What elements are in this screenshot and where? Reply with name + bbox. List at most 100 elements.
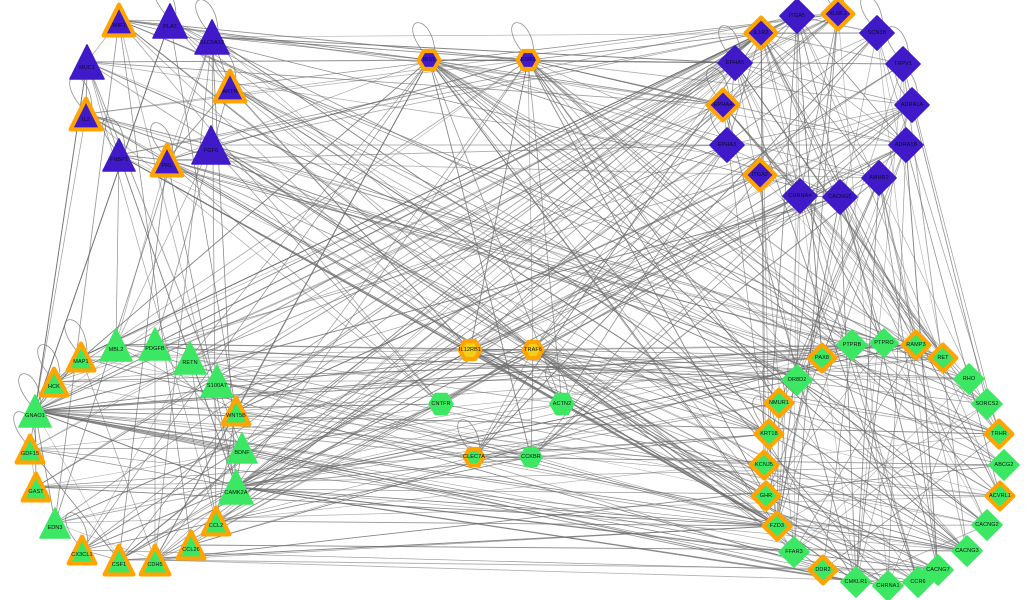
graph-node-cacng3[interactable]: CACNG3 <box>951 535 983 567</box>
graph-node-ddr2[interactable]: DDR2 <box>807 554 839 586</box>
graph-node-traf6[interactable]: TRAF6 <box>521 338 545 362</box>
graph-node-wnt5b[interactable]: WNT5B <box>220 395 252 427</box>
graph-node-ccl26[interactable]: CCL26 <box>175 529 207 561</box>
graph-node-ghr[interactable]: GHR <box>750 480 782 512</box>
graph-node-trhr[interactable]: TRHR <box>983 418 1015 450</box>
graph-edge <box>80 356 156 561</box>
self-loop-edge <box>155 0 177 16</box>
graph-node-cckbr[interactable]: CCKBR <box>519 445 543 469</box>
graph-edge <box>561 403 919 583</box>
graph-node-amhr2[interactable]: AMHR2 <box>861 160 897 196</box>
graph-node-adra1b[interactable]: ADRA1B <box>888 127 924 163</box>
graph-edge <box>527 59 913 106</box>
graph-node-actn2[interactable]: ACTN2 <box>549 391 575 417</box>
graph-node-irs1[interactable]: IRS1 <box>416 47 442 73</box>
graph-node-muc1[interactable]: MUC1 <box>69 44 105 80</box>
graph-edge <box>154 410 237 561</box>
graph-node-camk2a[interactable]: CAMK2A <box>218 469 254 505</box>
graph-node-fgf6[interactable]: FGF6 <box>191 125 231 165</box>
graph-edge <box>215 433 1000 522</box>
graph-node-ffar3[interactable]: FFAR3 <box>778 536 810 568</box>
graph-node-trpv1[interactable]: TRPV1 <box>885 46 921 82</box>
graph-edge <box>473 349 534 458</box>
graph-node-ccr6[interactable]: CCR6 <box>902 566 934 598</box>
graph-edge <box>115 159 168 346</box>
graph-node-plat[interactable]: PLAT <box>152 3 188 39</box>
graph-node-epha4[interactable]: EPHA4 <box>705 87 741 123</box>
graph-edge <box>734 62 907 146</box>
graph-node-gast[interactable]: GAST <box>20 471 52 503</box>
graph-edge <box>527 59 563 405</box>
graph-edge <box>154 15 798 345</box>
graph-edge <box>211 36 217 522</box>
graph-node-klrf1[interactable]: KLRF1 <box>820 0 856 32</box>
graph-node-epha3[interactable]: EPHA3 <box>709 127 745 163</box>
graph-node-itga2[interactable]: ITGA2 <box>742 157 778 193</box>
graph-edge <box>29 448 778 527</box>
graph-node-cdh5[interactable]: CDH5 <box>138 543 172 577</box>
graph-node-cx3cl1[interactable]: CX3CL1 <box>66 534 98 566</box>
graph-node-prl[interactable]: PRL <box>149 142 185 178</box>
graph-edge <box>54 36 213 524</box>
graph-node-nmur1[interactable]: NMUR1 <box>763 387 795 419</box>
graph-node-gnao1[interactable]: GNAO1 <box>18 394 52 428</box>
graph-edge <box>527 59 534 351</box>
graph-node-cacng5[interactable]: CACNG5 <box>822 179 858 215</box>
graph-edge <box>216 344 917 382</box>
graph-node-itga5[interactable]: ITGA5 <box>779 0 815 34</box>
graph-edge <box>210 144 442 405</box>
graph-edge <box>428 59 532 458</box>
graph-edge <box>532 196 841 351</box>
graph-node-epha5[interactable]: EPHA5 <box>717 45 753 81</box>
graph-node-esr2[interactable]: ESR2 <box>515 47 541 73</box>
graph-node-il2[interactable]: IL2 <box>68 96 104 132</box>
graph-edge <box>776 525 857 583</box>
graph-node-cntfr[interactable]: CNTFR <box>428 391 454 417</box>
graph-node-cmklr1[interactable]: CMKLR1 <box>840 566 872 598</box>
self-loop-edge <box>545 366 569 399</box>
graph-node-sorcs2[interactable]: SORCS2 <box>971 388 1003 420</box>
graph-node-bdnf[interactable]: BDNF <box>226 432 258 464</box>
graph-node-kcnj5[interactable]: KCNJ5 <box>748 449 780 481</box>
graph-node-ptpro[interactable]: PTPRO <box>869 328 899 358</box>
graph-edge <box>796 63 904 381</box>
graph-node-krt18[interactable]: KRT18 <box>753 418 785 450</box>
graph-node-abcg2[interactable]: ABCG2 <box>988 449 1020 481</box>
graph-node-wif1[interactable]: WIF1 <box>101 2 137 38</box>
graph-node-mbl2[interactable]: MBL2 <box>99 328 133 362</box>
graph-edge <box>469 349 770 435</box>
graph-edge <box>216 380 824 571</box>
graph-node-clec7a[interactable]: CLEC7A <box>462 445 486 469</box>
graph-node-csf1[interactable]: CSF1 <box>102 543 136 577</box>
graph-edge <box>527 59 857 583</box>
graph-edge <box>54 379 798 524</box>
graph-node-fnbp1[interactable]: FNBP1 <box>102 138 136 172</box>
graph-node-s100a7[interactable]: S100A7 <box>200 364 234 398</box>
graph-edge <box>154 559 939 571</box>
graph-edge <box>722 104 970 380</box>
graph-edge <box>216 196 841 382</box>
graph-edge <box>902 63 1000 435</box>
graph-edge <box>235 486 968 552</box>
graph-node-ptprb[interactable]: PTPRB <box>836 329 868 361</box>
graph-edge <box>796 15 823 359</box>
graph-node-artn[interactable]: ARTN <box>212 68 248 104</box>
graph-node-chrna4[interactable]: CHRNA4 <box>782 178 818 214</box>
graph-node-chrna1[interactable]: CHRNA1 <box>872 570 904 600</box>
graph-edge <box>54 32 762 524</box>
graph-node-adra1a[interactable]: ADRA1A <box>894 87 930 123</box>
graph-node-slc6a12[interactable]: SLC6A12 <box>194 19 230 55</box>
self-loop-edge <box>860 0 884 28</box>
graph-edge <box>166 144 728 161</box>
graph-node-acvrl1[interactable]: ACVRL1 <box>984 480 1016 512</box>
graph-edge <box>760 32 907 146</box>
graph-node-gdf15[interactable]: GDF15 <box>14 433 46 465</box>
graph-edge <box>793 15 798 553</box>
graph-edge <box>154 559 919 583</box>
graph-edge <box>166 159 442 405</box>
graph-node-il12rb1[interactable]: IL12RB1 <box>457 337 483 363</box>
graph-edge <box>34 410 237 488</box>
graph-edge <box>428 59 917 346</box>
graph-node-pdgfb[interactable]: PDGFB <box>138 327 172 361</box>
